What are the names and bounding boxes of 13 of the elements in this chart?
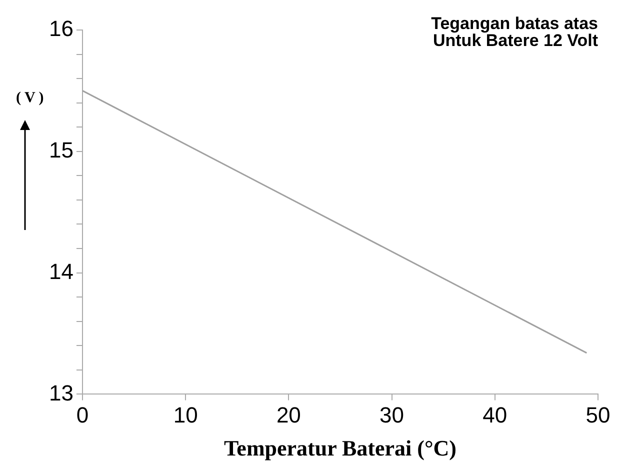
y-tick-label: 13: [48, 380, 74, 406]
x-tick-label: 10: [173, 402, 198, 428]
x-tick-label: 50: [586, 402, 610, 428]
x-tick-label: 20: [276, 402, 301, 428]
y-tick-label: 14: [48, 258, 74, 284]
x-tick-label: 0: [76, 402, 89, 428]
y-tick-label: 16: [48, 16, 74, 42]
x-axis-title: Temperatur Baterai (°C): [224, 435, 456, 460]
y-axis-title: ( V ): [16, 90, 44, 107]
x-tick-label: 30: [380, 402, 404, 428]
y-tick-label: 15: [48, 137, 74, 162]
x-tick-label: 40: [482, 402, 508, 428]
chart-title: Tegangan batas atas Untuk Batere 12 Volt: [431, 14, 598, 50]
